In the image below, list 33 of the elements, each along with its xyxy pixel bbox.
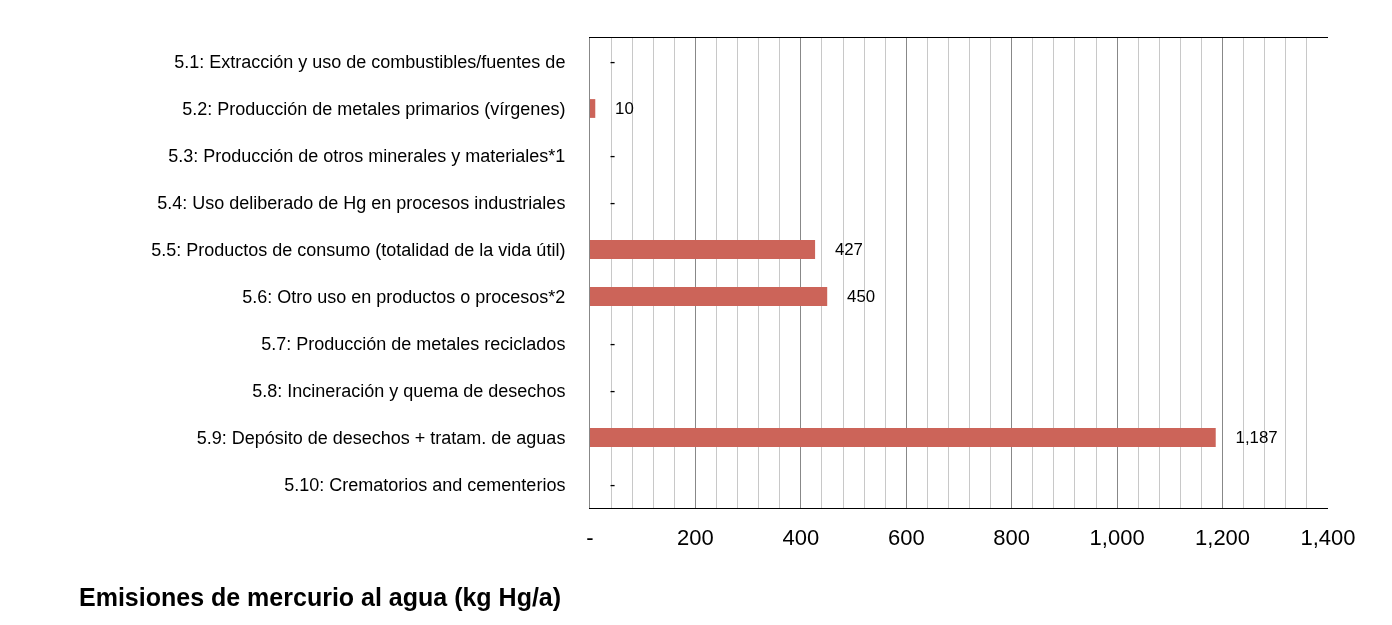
data-label: - — [593, 51, 616, 71]
data-label: - — [593, 333, 616, 353]
x-tick-label: 200 — [677, 525, 714, 551]
data-label: - — [593, 145, 616, 165]
bar — [590, 428, 1216, 447]
y-tick-label: 5.4: Uso deliberado de Hg en procesos industriales — [157, 192, 566, 213]
y-tick-label: 5.7: Producción de metales reciclados — [261, 333, 566, 354]
data-label: - — [593, 474, 616, 494]
bar — [590, 240, 816, 259]
x-tick-label: 800 — [993, 525, 1031, 551]
y-tick-label: 5.10: Crematorios and cementerios — [284, 474, 566, 495]
y-tick-label: 5.5: Productos de consumo (totalidad de la vida útil) — [151, 239, 566, 260]
x-tick-label: - — [586, 525, 594, 551]
data-label: - — [593, 380, 616, 400]
data-label: 1,187 — [1218, 427, 1278, 447]
x-tick-label: 1,200 — [1195, 525, 1251, 551]
data-label: 450 — [830, 286, 876, 306]
x-tick-label: 400 — [782, 525, 820, 551]
y-tick-label: 5.6: Otro uso en productos o procesos*2 — [242, 286, 566, 307]
x-tick-label: 600 — [887, 525, 925, 551]
data-label: - — [593, 192, 616, 212]
x-axis-title: Emisiones de mercurio al agua (kg Hg/a) — [79, 583, 562, 611]
y-tick-label: 5.1: Extracción y uso de combustibles/fuentes de — [174, 51, 566, 72]
x-tick-label: 1,000 — [1089, 525, 1145, 551]
bar — [590, 99, 596, 118]
y-tick-label: 5.3: Producción de otros minerales y materiales*1 — [168, 145, 566, 166]
x-tick-label: 1,400 — [1300, 525, 1356, 551]
y-tick-label: 5.8: Incineración y quema de desechos — [252, 380, 566, 401]
data-label: 10 — [598, 98, 634, 118]
data-label: 427 — [818, 239, 863, 259]
y-tick-label: 5.9: Depósito de desechos + tratam. de aguas — [196, 427, 566, 448]
y-tick-label: 5.2: Producción de metales primarios (vírgenes) — [182, 98, 566, 119]
bar — [590, 287, 828, 306]
